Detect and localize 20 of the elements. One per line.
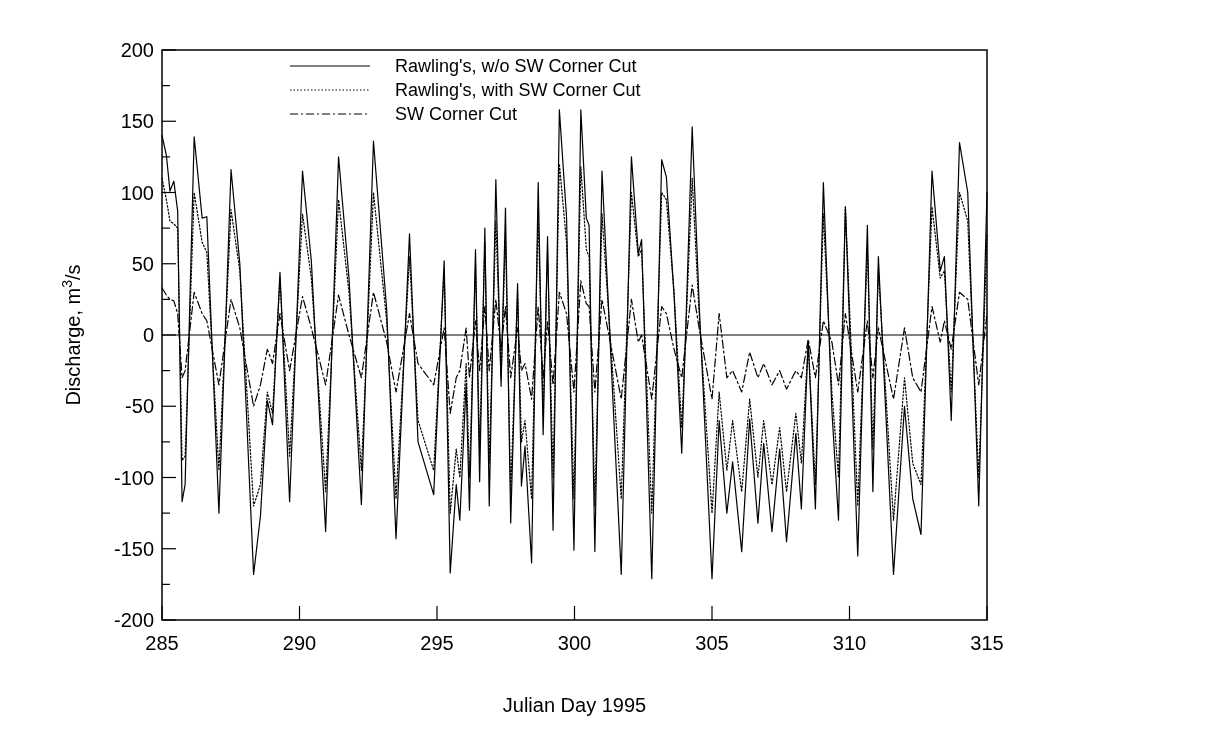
x-tick-label: 315	[970, 632, 1004, 654]
legend-label: SW Corner Cut	[395, 104, 518, 125]
x-tick-label: 305	[695, 632, 729, 654]
y-tick-label: 200	[120, 39, 154, 61]
y-tick-label: -50	[125, 395, 154, 418]
legend-label: Rawling's, w/o SW Corner Cut	[395, 56, 637, 77]
x-tick-label: 295	[420, 632, 454, 654]
x-tick-label: 285	[145, 632, 179, 654]
y-tick-label: -200	[113, 609, 154, 631]
x-tick-label: 300	[557, 632, 592, 654]
y-tick-label: -150	[113, 537, 154, 560]
x-axis-title: Julian Day 1995	[502, 694, 647, 716]
legend-label: Rawling's, with SW Corner Cut	[395, 80, 641, 101]
y-tick-label: 0	[142, 324, 154, 346]
x-tick-label: 310	[832, 632, 867, 654]
y-tick-label: 50	[131, 252, 154, 275]
y-tick-label: 100	[120, 181, 154, 204]
y-tick-label: 150	[120, 110, 154, 133]
y-tick-label: -100	[113, 466, 154, 489]
x-tick-label: 290	[282, 632, 317, 654]
